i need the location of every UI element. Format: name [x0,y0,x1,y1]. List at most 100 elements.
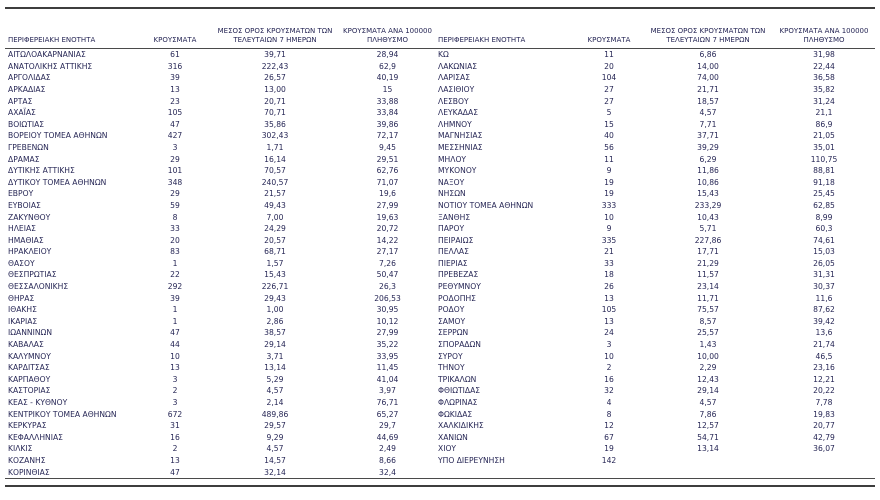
cases-cell: 59 [170,200,180,210]
table-row: ΑΡΓΟΛΙΔΑΣ 39 26,57 40,19 ΛΑΡΙΣΑΣ 104 74,00 36,5… [5,72,875,84]
region-name-cell: ΕΥΒΟΙΑΣ [8,200,41,210]
per100k-cell: 50,47 [376,270,399,280]
region-name-cell: ΚΑΣΤΟΡΙΑΣ [8,386,51,396]
region-name-cell: ΔΥΤΙΚΗΣ ΑΤΤΙΚΗΣ [8,166,75,176]
region-name-cell: ΑΙΤΩΛΟΑΚΑΡΝΑΝΙΑΣ [8,50,86,60]
table-row: ΑΝΑΤΟΛΙΚΗΣ ΑΤΤΙΚΗΣ 316 222,43 62,9 ΛΑΚΩΝΙΑΣ 2… [5,61,875,73]
table-row: ΚΕΡΚΥΡΑΣ 31 29,57 29,7 ΧΑΛΚΙΔΙΚΗΣ 12 12,57 20,7… [5,420,875,432]
cases-cell: 104 [601,73,617,83]
per100k-cell: 46,5 [815,351,833,361]
cases-cell: 335 [601,235,617,245]
region-name-cell: ΑΝΑΤΟΛΙΚΗΣ ΑΤΤΙΚΗΣ [8,61,93,71]
table-row: ΚΑΛΥΜΝΟΥ 10 3,71 33,95 ΣΥΡΟΥ 10 10,00 46,5 [5,351,875,363]
per100k-cell: 11,45 [376,363,399,373]
avg7-cell: 49,43 [264,200,286,210]
table-row: ΚΕΝΤΡΙΚΟΥ ΤΟΜΕΑ ΑΘΗΝΩΝ 672 489,86 65,27 ΦΩΚΙ… [5,409,875,421]
per100k-cell: 8,99 [815,212,833,222]
per100k-cell: 21,05 [813,131,835,141]
avg7-cell: 4,57 [699,108,717,118]
avg7-cell: 4,57 [266,386,284,396]
cases-cell: 44 [170,340,180,350]
table-row: ΗΛΕΙΑΣ 33 24,29 20,72 ΠΑΡΟΥ 9 5,71 60,3 [5,223,875,235]
per100k-cell: 206,53 [374,293,401,303]
region-name-cell: ΙΩΑΝΝΙΝΩΝ [8,328,53,338]
regional-cases-table: ΠΕΡΙΦΕΡΕΙΑΚΗ ΕΝΟΤΗΤΑ ΚΡΟΥΣΜΑΤΑ ΜΕΣΟΣ ΟΡΟ… [5,9,875,480]
avg7-cell: 302,43 [261,131,289,141]
cases-cell: 24 [604,328,614,338]
per100k-cell: 14,22 [376,235,399,245]
cases-cell: 18 [604,270,614,280]
region-name-cell: ΤΡΙΚΑΛΩΝ [438,374,477,384]
cases-cell: 9 [606,166,612,176]
cases-cell: 39 [170,293,180,303]
table-row: ΗΡΑΚΛΕΙΟΥ 83 68,71 27,17 ΠΕΛΛΑΣ 21 17,71 15,03 [5,246,875,258]
avg7-cell: 10,43 [697,212,719,222]
header-row: ΠΕΡΙΦΕΡΕΙΑΚΗ ΕΝΟΤΗΤΑ ΚΡΟΥΣΜΑΤΑ ΜΕΣΟΣ ΟΡΟ… [5,9,875,50]
avg7-cell: 21,57 [264,189,286,199]
table-row: ΑΡΚΑΔΙΑΣ 13 13,00 15 ΛΑΣΙΘΙΟΥ 27 21,71 35,82 [5,84,875,96]
per100k-cell: 31,31 [813,270,835,280]
per100k-cell: 28,94 [376,50,399,60]
avg7-cell: 32,14 [264,467,286,477]
per100k-cell: 44,69 [376,432,399,442]
avg7-cell: 9,29 [266,432,284,442]
per100k-cell: 86,9 [815,119,833,129]
avg7-cell: 1,57 [266,258,284,268]
per100k-cell: 88,81 [813,166,835,176]
cases-cell: 3 [606,340,612,350]
avg7-cell: 11,57 [697,270,719,280]
avg7-cell: 38,57 [264,328,286,338]
table-row: ΙΩΑΝΝΙΝΩΝ 47 38,57 27,99 ΣΕΡΡΩΝ 24 25,57 13,6 [5,327,875,339]
avg7-cell: 2,86 [266,316,284,326]
cases-cell: 21 [604,247,614,257]
avg7-cell: 70,71 [264,108,286,118]
per100k-cell: 110,75 [810,154,838,164]
avg7-cell: 233,29 [694,200,722,210]
region-name-cell: ΘΕΣΠΡΩΤΙΑΣ [8,270,57,280]
per100k-cell: 39,86 [376,119,399,129]
per100k-cell: 29,51 [376,154,399,164]
avg7-cell: 15,43 [697,189,719,199]
cases-cell: 10 [170,351,180,361]
table-row: ΚΟΡΙΝΘΙΑΣ 47 32,14 32,4 [5,467,875,479]
cases-cell: 316 [167,61,183,71]
cases-cell: 20 [170,235,180,245]
cases-cell: 292 [167,282,183,292]
header-per100k-right: ΚΡΟΥΣΜΑΤΑ ΑΝΑ 100000 ΠΛΗΘΥΣΜΟ [773,9,875,50]
avg7-cell: 4,57 [699,398,717,407]
per100k-cell: 87,62 [813,305,835,315]
avg7-cell: 2,29 [699,363,717,373]
cases-cell: 427 [167,131,183,141]
region-name-cell: ΚΟΖΑΝΗΣ [8,455,46,465]
region-name-cell: ΜΥΚΟΝΟΥ [438,166,477,176]
region-name-cell: ΛΑΡΙΣΑΣ [438,73,470,83]
per100k-cell: 13,6 [815,328,833,338]
region-name-cell: ΣΕΡΡΩΝ [438,328,469,338]
table-row: ΘΑΣΟΥ 1 1,57 7,26 ΠΙΕΡΙΑΣ 33 21,29 26,05 [5,258,875,270]
region-name-cell: ΘΗΡΑΣ [8,293,35,303]
cases-cell: 8 [606,409,612,419]
header-cases-right: ΚΡΟΥΣΜΑΤΑ [575,9,643,50]
region-name-cell: ΞΑΝΘΗΣ [438,212,471,222]
avg7-cell: 35,86 [264,119,286,129]
per100k-cell: 8,66 [379,455,396,465]
table-row: ΑΙΤΩΛΟΑΚΑΡΝΑΝΙΑΣ 61 39,71 28,94 ΚΩ 11 6,86 31,9… [5,49,875,61]
region-name-cell: ΚΑΒΑΛΑΣ [8,340,44,350]
cases-cell: 1 [172,316,178,326]
cases-cell: 13 [170,455,180,465]
region-name-cell: ΗΡΑΚΛΕΙΟΥ [8,247,52,257]
per100k-cell: 21,74 [813,340,835,350]
cases-cell: 142 [601,455,617,465]
per100k-cell: 91,18 [813,177,835,187]
avg7-cell: 10,00 [697,351,719,361]
per100k-cell: 27,99 [376,200,399,210]
region-name-cell: ΥΠΟ ΔΙΕΡΕΥΝΗΣΗ [438,455,505,465]
bottom-rule [5,485,875,488]
per100k-cell: 42,79 [813,432,835,442]
region-name-cell: ΚΟΡΙΝΘΙΑΣ [8,467,50,477]
per100k-cell: 72,17 [376,131,399,141]
cases-cell: 31 [170,421,180,431]
per100k-cell: 23,16 [813,363,835,373]
avg7-cell: 17,71 [697,247,719,257]
cases-cell: 12 [604,421,614,431]
